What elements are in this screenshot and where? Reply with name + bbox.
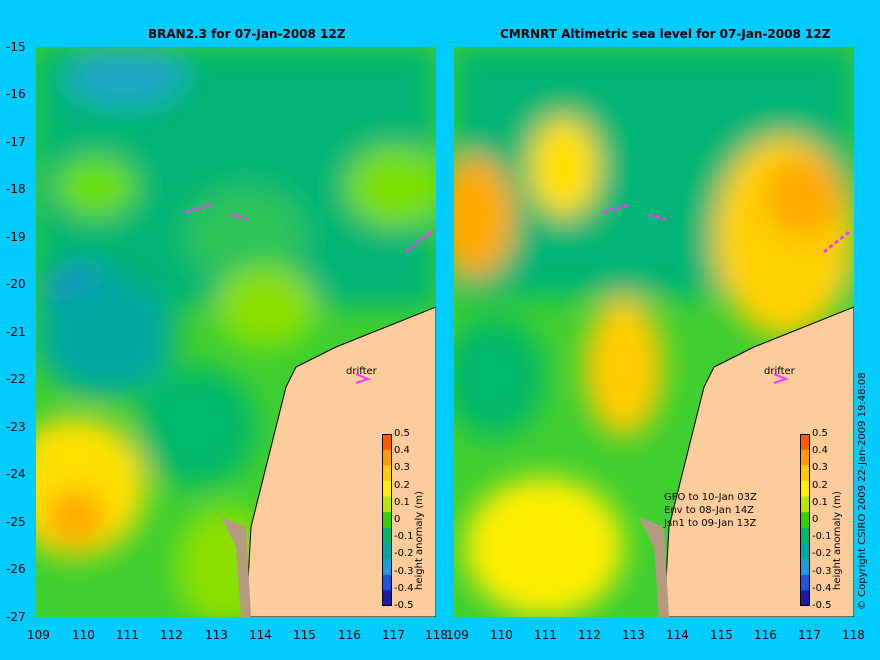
colorbar-tick-label: 0 [812,514,819,525]
lon-tick: 112 [160,628,183,642]
colorbar-tick-label: -0.5 [812,600,832,611]
colorbar-tick-label: 0.3 [812,462,828,474]
colorbar-segment [382,449,392,466]
colorbar-segment [800,574,810,591]
colorbar-segment [382,527,392,544]
left-colorbar [382,434,392,606]
lat-tick: -20 [6,277,26,291]
colorbar-tick-label: -0.1 [812,531,832,543]
colorbar-tick-label: 0.1 [812,496,828,508]
colorbar-segment [800,496,810,513]
lon-tick: 116 [754,628,777,642]
lon-tick: 118 [425,628,448,642]
lon-tick: 113 [622,628,645,642]
lat-tick: -18 [6,182,26,196]
colorbar-tick-label: 0.4 [394,445,410,457]
colorbar-tick-label: 0.3 [394,462,410,474]
lon-tick: 110 [72,628,95,642]
lon-tick: 114 [249,628,272,642]
lon-tick: 112 [578,628,601,642]
note-env: Env to 08-Jan 14Z [664,505,755,516]
lat-tick: -16 [6,87,26,101]
lon-tick: 113 [205,628,228,642]
left-drifter-label: drifter [346,366,377,377]
colorbar-tick-label: 0.2 [394,479,410,491]
right-panel-title: CMRNRT Altimetric sea level for 07-Jan-2… [500,27,831,41]
lat-tick: -23 [6,420,26,434]
lat-tick: -17 [6,135,26,149]
right-colorbar-title: height anomaly (m) [832,491,843,590]
colorbar-segment [800,434,810,451]
right-drifter-label: drifter [764,366,795,377]
colorbar-tick-label: 0 [394,514,401,525]
lat-tick: -15 [6,40,26,54]
colorbar-border [382,434,392,606]
lat-tick: -22 [6,372,26,386]
lon-tick: 116 [338,628,361,642]
colorbar-segment [382,496,392,513]
lon-tick: 117 [798,628,821,642]
colorbar-segment [382,434,392,451]
colorbar-segment [382,465,392,482]
lon-tick: 109 [27,628,50,642]
colorbar-segment [382,512,392,529]
colorbar-tick-label: 0.4 [812,445,828,457]
lon-tick: 117 [382,628,405,642]
lon-tick: 115 [710,628,733,642]
colorbar-segment [800,480,810,498]
colorbar-segment [800,512,810,529]
colorbar-tick-label: -0.3 [812,565,832,577]
lon-tick: 109 [446,628,469,642]
left-map [36,47,436,617]
colorbar-segment [800,449,810,466]
colorbar-tick-label: -0.5 [394,600,414,611]
colorbar-tick-label: 0.1 [394,496,410,508]
colorbar-segment [800,590,810,606]
colorbar-tick-label: -0.2 [812,548,832,560]
colorbar-border [800,434,810,606]
right-colorbar [800,434,810,606]
left-panel-title: BRAN2.3 for 07-Jan-2008 12Z [148,27,346,41]
colorbar-segment [800,465,810,482]
colorbar-tick-label: -0.2 [394,548,414,560]
lat-tick: -19 [6,230,26,244]
colorbar-segment [382,543,392,560]
left-colorbar-title: height anomaly (m) [414,491,425,590]
note-gfo: GFO to 10-Jan 03Z [664,492,757,503]
lat-tick: -27 [6,610,26,624]
colorbar-segment [382,574,392,591]
lon-tick: 111 [116,628,139,642]
colorbar-segment [800,559,810,576]
colorbar-tick-label: -0.3 [394,565,414,577]
colorbar-tick-label: -0.1 [394,531,414,543]
lon-tick: 118 [842,628,865,642]
lon-tick: 115 [293,628,316,642]
lon-tick: 110 [490,628,513,642]
note-jsn1: Jsn1 to 09-Jan 13Z [664,518,757,529]
lat-tick: -24 [6,467,26,481]
colorbar-segment [382,559,392,576]
lat-tick: -25 [6,515,26,529]
colorbar-tick-label: -0.4 [812,582,832,594]
colorbar-tick-label: 0.5 [394,428,410,439]
right-map [454,47,854,617]
lat-tick: -21 [6,325,26,339]
colorbar-tick-label: -0.4 [394,582,414,594]
lon-tick: 114 [666,628,689,642]
copyright-text: © Copyright CSIRO 2009 22-Jan-2009 19:48… [857,372,868,610]
lon-tick: 111 [534,628,557,642]
colorbar-tick-label: 0.5 [812,428,828,439]
colorbar-segment [800,543,810,560]
colorbar-segment [382,480,392,498]
colorbar-tick-label: 0.2 [812,479,828,491]
colorbar-segment [800,527,810,544]
colorbar-segment [382,590,392,606]
lat-tick: -26 [6,562,26,576]
